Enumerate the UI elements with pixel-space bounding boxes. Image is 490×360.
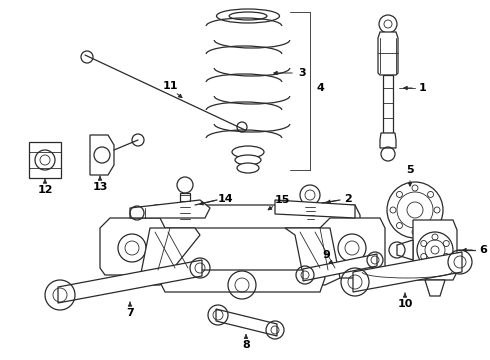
Polygon shape [275,200,355,218]
Polygon shape [353,252,462,292]
Polygon shape [425,280,445,296]
Text: 8: 8 [242,340,250,350]
Polygon shape [90,135,114,175]
Ellipse shape [229,12,267,20]
Text: 12: 12 [37,185,53,195]
Text: 1: 1 [419,83,427,93]
Text: 5: 5 [406,165,414,175]
Text: 14: 14 [217,194,233,204]
Polygon shape [58,260,202,303]
Text: 9: 9 [322,250,330,260]
Polygon shape [140,228,200,285]
Ellipse shape [237,163,259,173]
Polygon shape [150,205,360,228]
Text: 13: 13 [92,182,108,192]
Text: 7: 7 [126,308,134,318]
Polygon shape [29,142,61,178]
Polygon shape [306,221,314,229]
Text: 2: 2 [344,194,352,204]
Polygon shape [378,32,398,75]
Polygon shape [158,270,325,292]
Polygon shape [320,218,385,278]
Polygon shape [180,193,190,223]
Text: 4: 4 [316,83,324,93]
Text: 3: 3 [298,68,306,78]
Text: 6: 6 [479,245,487,255]
Text: 10: 10 [397,299,413,309]
Polygon shape [413,220,457,280]
Polygon shape [130,200,210,218]
Polygon shape [216,309,277,336]
Ellipse shape [232,146,264,158]
Ellipse shape [235,155,261,165]
Polygon shape [380,133,396,148]
Polygon shape [397,240,413,260]
Polygon shape [383,75,393,133]
Text: 11: 11 [162,81,178,91]
Polygon shape [303,254,377,281]
Text: 15: 15 [274,195,290,205]
Polygon shape [305,205,315,221]
Polygon shape [285,228,340,285]
Ellipse shape [217,9,279,23]
Polygon shape [100,218,165,275]
